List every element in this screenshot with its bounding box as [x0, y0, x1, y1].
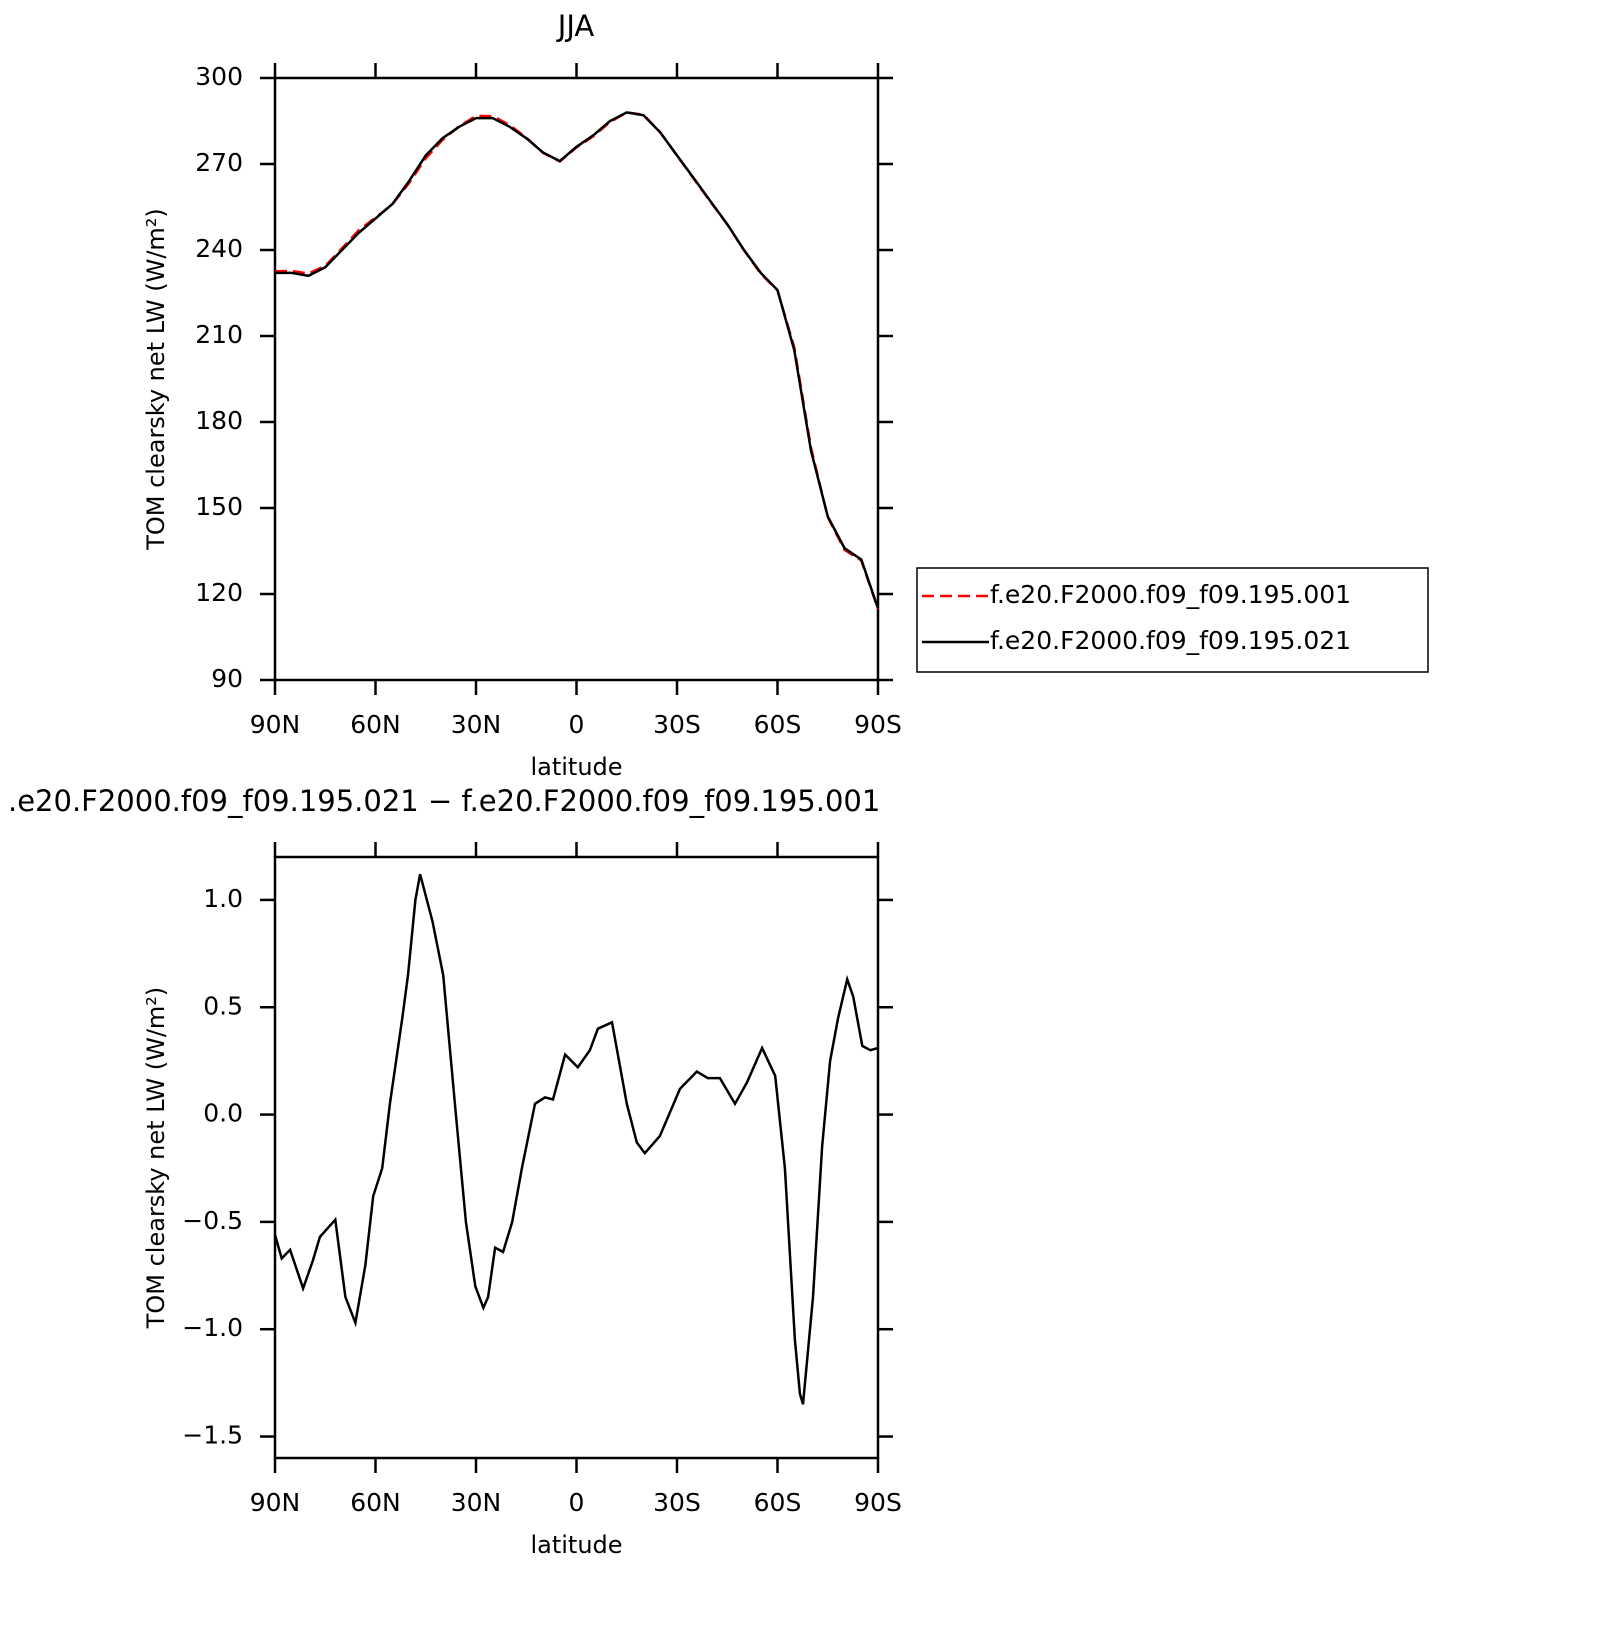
x-tick-label: 30S: [653, 1488, 701, 1517]
x-tick-label: 0: [569, 710, 585, 739]
y-tick-label: 120: [195, 578, 243, 607]
y-tick-label: −1.0: [182, 1313, 243, 1342]
x-axis-label: latitude: [530, 753, 622, 781]
y-tick-label: 270: [195, 148, 243, 177]
y-tick-label: 90: [211, 664, 243, 693]
x-tick-label: 60S: [754, 710, 802, 739]
data-line: [275, 111, 880, 609]
y-tick-label: 0.5: [203, 991, 243, 1020]
plot-frame: [273, 76, 880, 682]
x-axis-label: latitude: [530, 1531, 622, 1559]
y-tick-label: 240: [195, 234, 243, 263]
x-tick-label: 30N: [451, 710, 502, 739]
x-tick-label: 90S: [854, 710, 902, 739]
legend-label: f.e20.F2000.f09_f09.195.001: [990, 580, 1351, 609]
y-tick-label: 180: [195, 406, 243, 435]
y-tick-label: −0.5: [182, 1206, 243, 1235]
data-line: [273, 873, 879, 1405]
chart-title: JJA: [556, 9, 595, 43]
y-tick-label: 150: [195, 492, 243, 521]
data-line: [274, 111, 880, 610]
plot-frame: [273, 855, 880, 1460]
x-tick-label: 60S: [754, 1488, 802, 1517]
x-tick-label: 60N: [350, 1488, 401, 1517]
legend-box: [916, 567, 1429, 673]
y-tick-label: 300: [195, 62, 243, 91]
x-tick-label: 90S: [854, 1488, 902, 1517]
x-tick-label: 30N: [451, 1488, 502, 1517]
x-tick-label: 90N: [250, 710, 301, 739]
x-tick-label: 90N: [250, 1488, 301, 1517]
x-tick-label: 0: [569, 1488, 585, 1517]
legend-label: f.e20.F2000.f09_f09.195.021: [990, 626, 1351, 655]
y-axis-label: TOM clearsky net LW (W/m²): [142, 987, 170, 1330]
x-tick-label: 30S: [653, 710, 701, 739]
y-tick-label: 1.0: [203, 884, 243, 913]
x-tick-label: 60N: [350, 710, 401, 739]
y-tick-label: 0.0: [203, 1099, 243, 1128]
y-tick-label: −1.5: [182, 1421, 243, 1450]
y-tick-label: 210: [195, 320, 243, 349]
chart-title: .e20.F2000.f09_f09.195.021 − f.e20.F2000…: [8, 784, 880, 818]
y-axis-label: TOM clearsky net LW (W/m²): [142, 208, 170, 551]
